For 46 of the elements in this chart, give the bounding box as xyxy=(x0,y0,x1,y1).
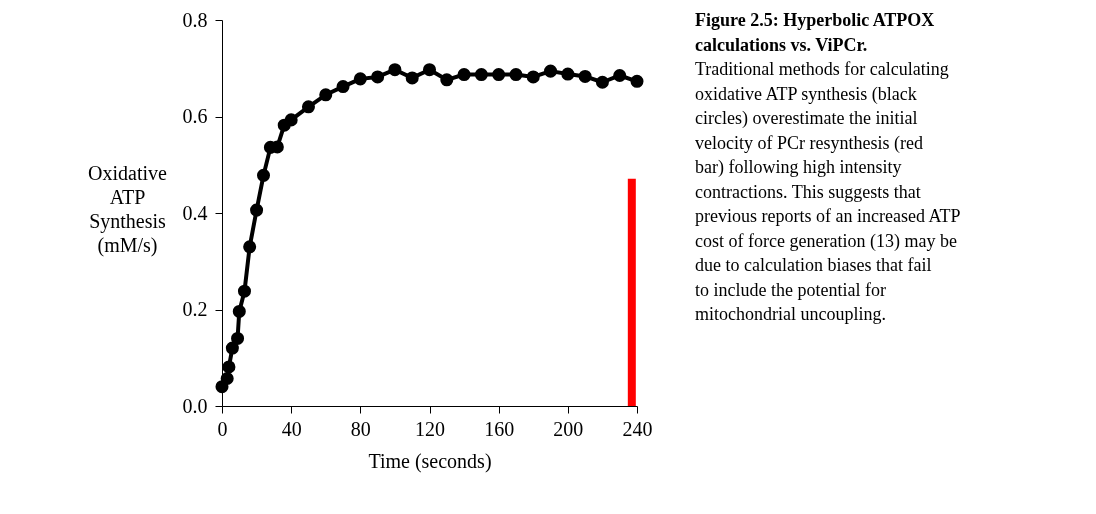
point xyxy=(474,68,488,82)
text: Figure 2.5: Hyperbolic ATPOX calculations vs. ViPCr. xyxy=(695,10,935,55)
point xyxy=(422,63,437,77)
point xyxy=(243,240,257,254)
point xyxy=(457,68,471,82)
x-tick-label: 120 xyxy=(415,417,445,440)
point xyxy=(440,73,454,87)
point xyxy=(509,68,523,82)
point xyxy=(225,341,239,355)
x-tick-label: 200 xyxy=(553,417,584,440)
point xyxy=(231,331,245,345)
y-axis-title: Oxidative ATP Synthesis (mM/s) xyxy=(88,161,168,257)
y-tick-label: 0.6 xyxy=(182,105,208,127)
point xyxy=(232,304,246,318)
y-tick-label: 0.8 xyxy=(182,8,208,31)
x-axis-title: Time (seconds) xyxy=(368,449,492,473)
point xyxy=(630,74,644,88)
x-tick-label: 80 xyxy=(350,417,371,440)
point xyxy=(371,70,385,84)
point xyxy=(222,360,236,374)
point xyxy=(237,284,251,298)
point xyxy=(613,68,627,82)
point xyxy=(250,203,264,217)
point xyxy=(284,113,298,127)
point xyxy=(561,67,575,81)
y-tick-label: 0.2 xyxy=(182,298,208,320)
point xyxy=(319,88,333,102)
point xyxy=(526,70,540,84)
point xyxy=(405,71,419,85)
x-tick-label: 40 xyxy=(281,417,302,440)
point xyxy=(353,72,367,86)
point xyxy=(578,69,592,83)
x-tick-label: 240 xyxy=(622,417,653,440)
y-tick-label: 0.0 xyxy=(182,394,208,417)
x-tick-label: 0 xyxy=(217,417,228,440)
point xyxy=(336,80,350,94)
point xyxy=(256,168,271,182)
point xyxy=(492,68,506,82)
y-tick-label: 0.4 xyxy=(182,201,208,224)
text: Traditional methods for calculating oxidative ATP synthesis (black circles) overestimate the initial velocity of PCr resynthesis (red bar) following high intensity contractions. This suggests that previous reports of an increased ATP cost of force generation (13) may be due to calculation biases that fail to include the potential for mitochondrial uncoupling. xyxy=(695,59,961,324)
x-tick-label: 160 xyxy=(484,417,515,440)
point xyxy=(220,371,234,385)
point xyxy=(301,100,315,114)
point xyxy=(388,63,402,77)
point xyxy=(595,75,609,89)
point xyxy=(544,64,558,78)
